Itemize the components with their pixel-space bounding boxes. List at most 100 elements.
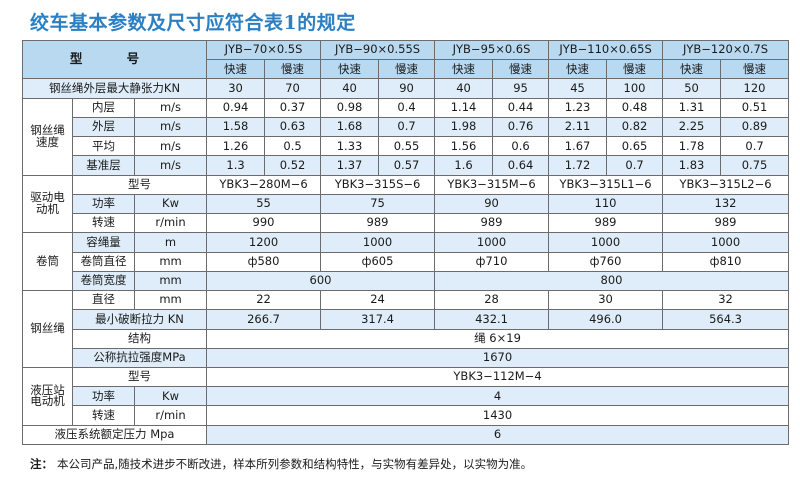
table-cell: 989 xyxy=(662,213,790,234)
table-cell: 2.25 xyxy=(662,116,722,138)
table-cell: 90 xyxy=(378,78,436,99)
table-cell: 55 xyxy=(206,193,322,215)
table-cell: 0.64 xyxy=(492,155,550,176)
table-cell: 0.94 xyxy=(206,97,266,118)
row-unit: r/min xyxy=(133,405,208,426)
spec-table: 型 号 JYB−70×0.5S JYB−90×0.55S JYB−95×0.6S… xyxy=(21,39,790,446)
table-cell: 1430 xyxy=(206,405,790,426)
table-cell: 989 xyxy=(548,213,664,234)
group-label-rope: 钢丝绳 xyxy=(22,290,73,368)
table-cell: 22 xyxy=(206,290,322,311)
table-cell: 990 xyxy=(206,213,322,234)
table-row-drum-diameter: 卷筒直径 mm ф580 ф605 ф710 ф760 ф810 xyxy=(22,251,790,272)
table-cell: 50 xyxy=(662,78,722,99)
table-row-speed-outer: 外层 m/s 1.58 0.63 1.68 0.7 1.98 0.76 2.11… xyxy=(22,116,790,138)
table-cell: 0.37 xyxy=(264,97,322,118)
table-cell: YBK3−315L1−6 xyxy=(548,174,664,195)
table-row-hydraulic-rpm: 转速 r/min 1430 xyxy=(22,405,790,426)
table-cell: 1.67 xyxy=(548,136,608,157)
table-cell: 1.56 xyxy=(434,136,494,157)
table-cell: 989 xyxy=(320,213,436,234)
row-unit: m/s xyxy=(133,136,208,157)
table-cell: 0.82 xyxy=(606,116,664,138)
row-label: 结构 xyxy=(71,328,208,349)
row-unit: Kw xyxy=(133,193,208,215)
row-label: 功率 xyxy=(72,193,135,215)
table-cell: 95 xyxy=(492,78,550,99)
row-label: 公称抗拉强度MPa xyxy=(71,347,208,368)
table-row-speed-base: 基准层 m/s 1.3 0.52 1.37 0.57 1.6 0.64 1.72… xyxy=(22,155,790,176)
row-unit: mm xyxy=(133,270,208,292)
row-unit: m/s xyxy=(133,155,208,176)
header-row-models: 型 号 JYB−70×0.5S JYB−90×0.55S JYB−95×0.6S… xyxy=(21,39,790,80)
table-cell: 110 xyxy=(548,193,664,215)
table-cell: 132 xyxy=(662,193,790,215)
table-cell: 0.48 xyxy=(606,97,664,118)
table-row-rope-strength: 公称抗拉强度MPa 1670 xyxy=(22,347,790,368)
table-cell: 1.14 xyxy=(434,97,494,118)
table-cell: 70 xyxy=(264,78,322,99)
header-model: JYB−95×0.6S xyxy=(434,39,550,61)
row-unit: r/min xyxy=(133,213,208,234)
table-cell: 1.3 xyxy=(206,155,266,176)
table-cell: 1000 xyxy=(320,232,436,253)
header-fast: 快速 xyxy=(434,59,494,80)
table-cell: 1000 xyxy=(434,232,550,253)
row-label: 转速 xyxy=(72,213,135,234)
table-cell: 0.89 xyxy=(720,116,790,138)
table-cell: 1.6 xyxy=(434,155,494,176)
header-model-label: 型 号 xyxy=(21,39,208,80)
row-label: 最小破断拉力 KN xyxy=(71,309,208,330)
table-row-pressure: 液压系统额定压力 Mpa 6 xyxy=(21,424,790,446)
table-cell: YBK3−315M−6 xyxy=(434,174,550,195)
table-cell: 75 xyxy=(320,193,436,215)
table-cell: 1.58 xyxy=(206,116,266,138)
row-unit: m xyxy=(133,232,208,253)
table-cell: 564.3 xyxy=(662,309,790,330)
table-cell: 30 xyxy=(206,78,266,99)
table-cell: 0.7 xyxy=(720,136,790,157)
row-label: 型号 xyxy=(71,366,208,388)
row-unit: m/s xyxy=(133,116,208,138)
table-cell: 0.5 xyxy=(264,136,322,157)
row-unit: Kw xyxy=(133,386,208,407)
row-label: 卷筒直径 xyxy=(72,251,135,272)
table-cell: ф760 xyxy=(548,251,664,272)
table-cell: 496.0 xyxy=(548,309,664,330)
table-row-rope-structure: 结构 绳 6×19 xyxy=(22,328,790,349)
table-cell: 6 xyxy=(206,424,790,446)
table-cell: 1.37 xyxy=(320,155,380,176)
row-unit: m/s xyxy=(133,97,208,118)
header-model: JYB−120×0.7S xyxy=(662,39,790,61)
header-model: JYB−70×0.5S xyxy=(206,39,322,61)
table-cell: 0.4 xyxy=(378,97,436,118)
table-row-hydraulic-power: 功率 Kw 4 xyxy=(22,386,790,407)
table-cell: 0.76 xyxy=(492,116,550,138)
table-row-rope-breaking: 最小破断拉力 KN 266.7 317.4 432.1 496.0 564.3 xyxy=(22,309,790,330)
footnote-prefix: 注： xyxy=(30,457,53,471)
group-label-hydraulic: 液压站电动机 xyxy=(22,366,73,426)
table-cell: 1.26 xyxy=(206,136,266,157)
table-cell: 600 xyxy=(206,270,436,292)
header-model: JYB−110×0.65S xyxy=(548,39,664,61)
row-label: 卷筒宽度 xyxy=(72,270,135,292)
table-cell: 0.98 xyxy=(320,97,380,118)
page-title: 绞车基本参数及尺寸应符合表1的规定 xyxy=(30,12,356,34)
table-cell: 1.31 xyxy=(662,97,722,118)
table-cell: 0.6 xyxy=(492,136,550,157)
table-cell: 2.11 xyxy=(548,116,608,138)
table-cell: 0.65 xyxy=(606,136,664,157)
row-label: 功率 xyxy=(72,386,135,407)
row-label: 直径 xyxy=(72,290,135,311)
table-cell: 1000 xyxy=(662,232,790,253)
table-cell: 1.98 xyxy=(434,116,494,138)
header-fast: 快速 xyxy=(320,59,380,80)
table-cell: 1000 xyxy=(548,232,664,253)
footnote-text: 本公司产品,随技术进步不断改进，样本所列参数和结构特性，与实物有差异处，以实物为… xyxy=(57,457,533,471)
table-cell: 0.63 xyxy=(264,116,322,138)
table-cell: 24 xyxy=(320,290,436,311)
table-cell: ф580 xyxy=(206,251,322,272)
table-cell: 0.52 xyxy=(264,155,322,176)
table-cell: 317.4 xyxy=(320,309,436,330)
header-fast: 快速 xyxy=(548,59,608,80)
